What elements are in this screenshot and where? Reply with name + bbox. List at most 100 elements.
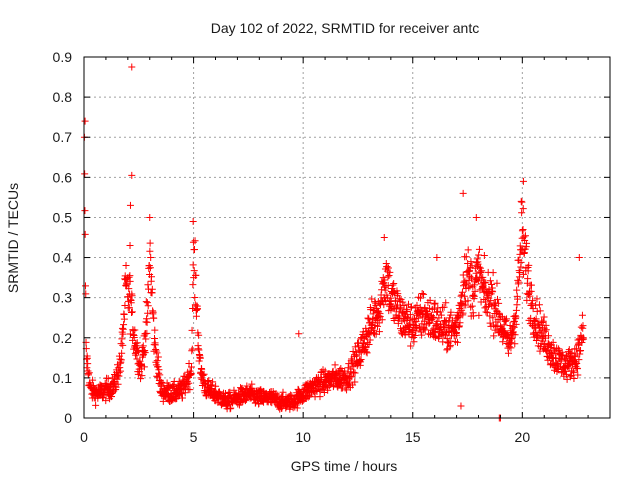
data-point bbox=[471, 287, 479, 295]
data-point bbox=[403, 308, 411, 316]
data-point bbox=[92, 401, 100, 409]
data-point bbox=[414, 314, 422, 322]
data-point bbox=[517, 197, 525, 205]
data-point bbox=[370, 326, 378, 334]
data-point bbox=[331, 361, 339, 369]
data-point bbox=[577, 323, 585, 331]
data-point bbox=[481, 304, 489, 312]
data-point bbox=[514, 276, 522, 284]
data-point bbox=[479, 273, 487, 281]
data-point bbox=[499, 338, 507, 346]
data-point bbox=[520, 270, 528, 278]
data-point bbox=[512, 313, 520, 321]
data-point bbox=[324, 386, 332, 394]
data-point bbox=[394, 290, 402, 298]
data-point bbox=[146, 239, 154, 247]
data-point bbox=[380, 301, 388, 309]
data-point bbox=[540, 313, 548, 321]
x-axis-label: GPS time / hours bbox=[291, 458, 398, 474]
data-point bbox=[506, 339, 514, 347]
data-point bbox=[456, 319, 464, 327]
data-point bbox=[574, 371, 582, 379]
data-points bbox=[80, 63, 588, 422]
data-point bbox=[461, 280, 469, 288]
data-point bbox=[518, 198, 526, 206]
data-point bbox=[187, 369, 195, 377]
data-point bbox=[350, 368, 358, 376]
data-point bbox=[482, 279, 490, 287]
data-point bbox=[524, 267, 532, 275]
data-point bbox=[191, 237, 199, 245]
y-tick-label: 0.3 bbox=[53, 290, 73, 306]
data-point bbox=[116, 359, 124, 367]
data-point bbox=[399, 298, 407, 306]
data-point bbox=[536, 347, 544, 355]
data-point bbox=[189, 261, 197, 269]
data-point bbox=[120, 315, 128, 323]
data-point bbox=[551, 348, 559, 356]
x-tick-label: 15 bbox=[405, 429, 421, 445]
y-tick-label: 0.6 bbox=[53, 169, 73, 185]
x-tick-label: 20 bbox=[515, 429, 531, 445]
data-point bbox=[455, 322, 463, 330]
data-point bbox=[429, 313, 437, 321]
data-point bbox=[188, 363, 196, 371]
data-point bbox=[389, 281, 397, 289]
data-point bbox=[89, 376, 97, 384]
data-point bbox=[118, 324, 126, 332]
data-point bbox=[137, 375, 145, 383]
data-point bbox=[279, 388, 287, 396]
data-point bbox=[144, 281, 152, 289]
data-point bbox=[566, 373, 574, 381]
data-point bbox=[304, 393, 312, 401]
data-point bbox=[195, 331, 203, 339]
data-point bbox=[475, 245, 483, 253]
data-point bbox=[507, 344, 515, 352]
data-point bbox=[472, 269, 480, 277]
data-point bbox=[417, 306, 425, 314]
data-point bbox=[577, 347, 585, 355]
data-point bbox=[563, 370, 571, 378]
data-point bbox=[410, 338, 418, 346]
data-point bbox=[570, 375, 578, 383]
data-point bbox=[85, 369, 93, 377]
data-point bbox=[325, 382, 333, 390]
data-point bbox=[420, 317, 428, 325]
data-point bbox=[207, 381, 215, 389]
axis-ticks: 0 0.1 0.2 0.3 0.4 0.5 0.6 0.7 0.8 0.9 0 5 10 15 20 bbox=[53, 49, 610, 445]
data-point bbox=[470, 292, 478, 300]
data-point bbox=[375, 319, 383, 327]
data-point bbox=[81, 170, 89, 178]
data-point bbox=[474, 260, 482, 268]
data-point bbox=[128, 63, 136, 71]
data-point bbox=[158, 378, 166, 386]
data-point bbox=[579, 322, 587, 330]
data-point bbox=[411, 331, 419, 339]
data-point bbox=[521, 232, 529, 240]
data-point bbox=[125, 304, 133, 312]
data-point bbox=[81, 230, 89, 238]
data-point bbox=[189, 217, 197, 225]
data-point bbox=[511, 331, 519, 339]
data-point bbox=[378, 316, 386, 324]
data-point bbox=[381, 276, 389, 284]
data-point bbox=[478, 267, 486, 275]
data-point bbox=[444, 328, 452, 336]
data-point bbox=[558, 369, 566, 377]
data-point bbox=[227, 404, 235, 412]
data-point bbox=[81, 207, 89, 215]
data-point bbox=[407, 303, 415, 311]
data-point bbox=[523, 239, 531, 247]
data-point bbox=[143, 315, 151, 323]
data-point bbox=[143, 299, 151, 307]
data-point bbox=[533, 307, 541, 315]
data-point bbox=[421, 326, 429, 334]
data-point bbox=[458, 288, 466, 296]
data-point bbox=[380, 283, 388, 291]
data-point bbox=[524, 275, 532, 283]
data-point bbox=[544, 332, 552, 340]
data-point bbox=[480, 252, 488, 260]
data-point bbox=[196, 354, 204, 362]
data-point bbox=[467, 303, 475, 311]
data-point bbox=[515, 278, 523, 286]
